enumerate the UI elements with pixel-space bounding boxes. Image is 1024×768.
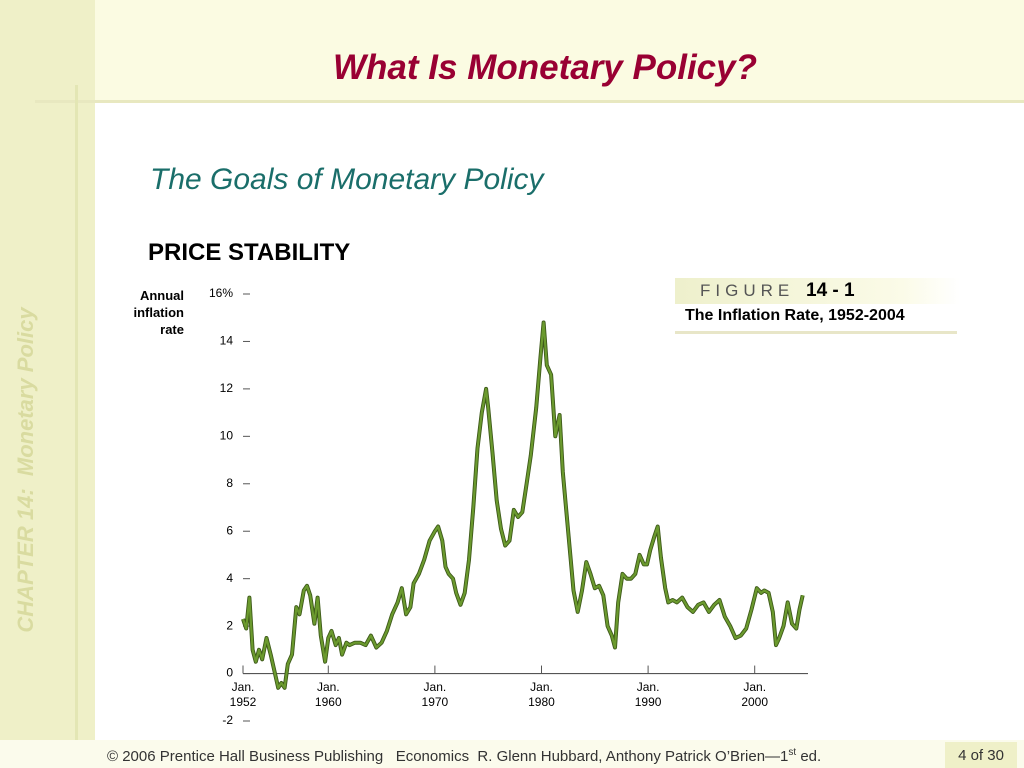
credit-edition: ed. xyxy=(796,748,822,765)
x-tick-label: Jan. 1970 xyxy=(421,679,449,709)
credit-text: © 2006 Prentice Hall Business Publishing… xyxy=(107,748,789,765)
top-band xyxy=(0,0,1024,102)
x-tick-label: Jan. 1990 xyxy=(634,679,662,709)
y-tick-label: 16% xyxy=(209,286,233,300)
inflation-line xyxy=(241,321,804,689)
y-tick-label: -2 xyxy=(222,713,233,727)
header-rule xyxy=(35,100,1024,103)
footer-band xyxy=(0,740,1024,768)
x-tick-label: Jan. 1952 xyxy=(229,679,257,709)
page-number: 4 of 30 xyxy=(958,747,1004,764)
figure-band xyxy=(675,278,960,304)
y-tick-label: 4 xyxy=(226,571,233,585)
credit-superscript: st xyxy=(788,747,797,758)
y-tick-label: 6 xyxy=(226,523,233,537)
y-tick-label: 0 xyxy=(226,666,233,680)
heading: PRICE STABILITY xyxy=(148,239,351,266)
figure-label: FIGURE xyxy=(700,281,795,300)
y-axis-label: Annual inflation rate xyxy=(133,288,184,337)
subtitle: The Goals of Monetary Policy xyxy=(150,163,544,196)
left-band xyxy=(0,0,95,740)
footer-credit: © 2006 Prentice Hall Business Publishing… xyxy=(107,747,821,765)
slide-title: What Is Monetary Policy? xyxy=(333,48,757,87)
x-tick-label: Jan. 2000 xyxy=(741,679,769,709)
y-tick-label: 12 xyxy=(220,381,234,395)
page-box xyxy=(945,742,1017,768)
figure-number: 14 - 1 xyxy=(806,280,855,301)
x-tick-label: Jan. 1980 xyxy=(528,679,555,709)
figure-caption: The Inflation Rate, 1952-2004 xyxy=(685,307,905,324)
x-tick-label: Jan. 1960 xyxy=(314,679,342,709)
y-tick-label: 2 xyxy=(226,618,233,632)
y-tick-label: 14 xyxy=(220,334,234,348)
y-tick-label: 10 xyxy=(220,429,234,443)
side-rule xyxy=(75,85,78,740)
y-tick-label: 8 xyxy=(226,476,233,490)
figure-rule xyxy=(675,331,957,334)
